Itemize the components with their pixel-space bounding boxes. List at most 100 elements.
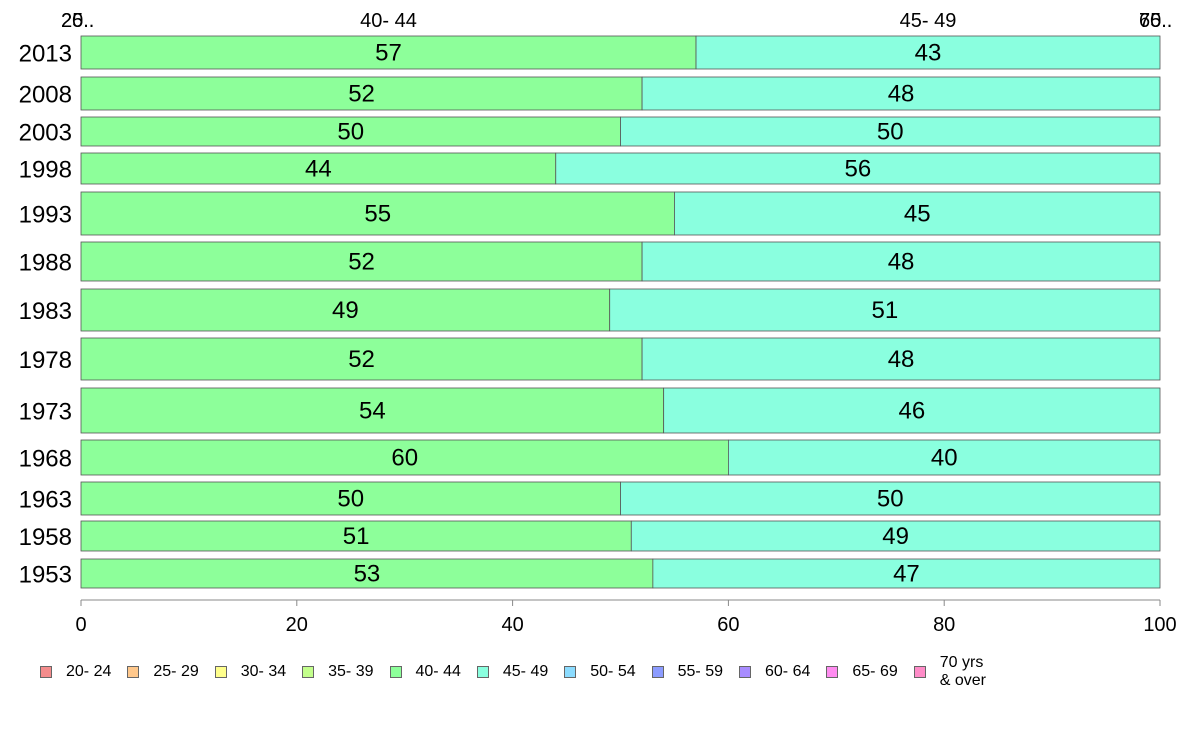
data-label: 48	[888, 346, 915, 373]
y-tick-label: 1998	[19, 157, 72, 184]
legend-item: 55- 59	[651, 663, 723, 681]
legend-swatch	[651, 666, 664, 678]
bar-segment-2013-1	[80, 35, 697, 70]
data-label: 50	[877, 486, 904, 513]
data-label: 51	[343, 523, 370, 550]
y-tick-label: 2013	[19, 41, 72, 68]
bar-segment-1983-1	[80, 288, 611, 332]
y-tick-label: 1968	[19, 446, 72, 473]
data-label: 49	[882, 523, 909, 550]
legend-label: 35- 39	[328, 663, 374, 680]
legend-item: 20- 24	[40, 663, 111, 681]
legend-swatch	[389, 666, 402, 678]
y-tick-label: 1973	[19, 399, 72, 426]
data-label: 60	[391, 445, 418, 472]
legend-item: 65- 69	[826, 663, 898, 681]
legend-label: 65- 69	[852, 663, 898, 680]
bar-segment-1988-2	[641, 241, 1161, 282]
data-label: 52	[348, 249, 375, 276]
bar-segment-1958-1	[80, 520, 632, 552]
top-edge-label-left: 20..	[61, 10, 94, 32]
bar-segment-1998-2	[555, 152, 1161, 185]
legend-swatch	[826, 666, 839, 678]
x-tick-label: 80	[933, 614, 955, 636]
legend-swatch	[739, 666, 751, 678]
data-label: 52	[348, 81, 375, 108]
y-tick-label: 1988	[19, 250, 72, 277]
legend-label: 55- 59	[677, 663, 723, 680]
x-tick-label: 60	[717, 614, 739, 636]
bar-segment-1978-2	[641, 337, 1161, 381]
bar-segment-2008-2	[641, 76, 1161, 111]
bar-segment-1973-2	[663, 387, 1161, 434]
bar-segment-1978-1	[80, 337, 643, 381]
data-label: 52	[348, 346, 375, 373]
data-label: 43	[915, 40, 942, 67]
chart-legend: 20- 24 25- 29 30- 34 35- 39 40- 44 45- 49 50- …	[40, 652, 1002, 692]
y-tick-label: 1978	[19, 347, 72, 374]
data-label: 53	[354, 561, 381, 588]
legend-swatch	[302, 666, 315, 678]
top-edge-label-right: 65..	[1139, 10, 1172, 32]
y-tick-label: 1963	[19, 487, 72, 514]
data-label: 51	[872, 297, 899, 324]
data-label: 50	[877, 119, 904, 146]
x-tick-label: 100	[1143, 614, 1176, 636]
bar-segment-1968-1	[80, 439, 729, 476]
bar-segment-2003-1	[80, 116, 621, 147]
legend-item: 45- 49	[476, 663, 549, 681]
bar-segment-2003-2	[620, 116, 1161, 147]
legend-label: 30- 34	[240, 663, 287, 680]
legend-swatch	[127, 666, 140, 678]
bar-segment-1983-2	[609, 288, 1161, 332]
bar-segment-1993-1	[80, 191, 675, 236]
y-tick-label: 1983	[19, 298, 72, 325]
bar-segment-1998-1	[80, 152, 557, 185]
data-label: 47	[893, 561, 920, 588]
y-tick-label: 1993	[19, 202, 72, 229]
legend-item: 40- 44	[389, 663, 461, 681]
data-label: 49	[332, 297, 359, 324]
top-band-label: 45- 49	[900, 10, 957, 32]
bar-segment-2013-2	[695, 35, 1161, 70]
legend-item: 35- 39	[302, 663, 374, 681]
bar-segment-1963-2	[620, 481, 1161, 516]
legend-item: 30- 34	[214, 663, 287, 681]
legend-label: 40- 44	[415, 663, 461, 680]
data-label: 55	[364, 201, 391, 228]
y-tick-label: 1953	[19, 562, 72, 589]
bar-segment-1963-1	[80, 481, 621, 516]
top-edge-label-left: 25..	[61, 10, 94, 32]
data-label: 44	[305, 156, 332, 183]
data-label: 54	[359, 398, 386, 425]
data-label: 56	[845, 156, 872, 183]
legend-label: 45- 49	[502, 663, 549, 680]
top-edge-label-right: 70..	[1139, 10, 1172, 32]
y-tick-label: 2003	[19, 120, 72, 147]
data-label: 57	[375, 40, 402, 67]
x-tick-label: 20	[286, 614, 308, 636]
data-label: 50	[337, 119, 364, 146]
legend-item: 25- 29	[127, 663, 199, 681]
bar-segment-1953-1	[80, 558, 654, 589]
legend-item: 70 yrs & over	[913, 654, 986, 690]
legend-swatch	[476, 666, 489, 678]
bar-segment-1953-2	[652, 558, 1161, 589]
bar-segment-2008-1	[80, 76, 643, 111]
bar-segment-1968-2	[728, 439, 1161, 476]
y-tick-label: 1958	[19, 524, 72, 551]
top-band-label: 40- 44	[360, 10, 417, 32]
legend-swatch	[913, 666, 926, 678]
data-label: 45	[904, 201, 931, 228]
data-label: 48	[888, 249, 915, 276]
legend-item: 60- 64	[739, 663, 810, 681]
legend-swatch	[40, 666, 52, 678]
legend-label: 50- 54	[590, 663, 636, 680]
data-label: 40	[931, 445, 958, 472]
y-tick-label: 2008	[19, 82, 72, 109]
data-label: 50	[337, 486, 364, 513]
legend-label: 60- 64	[765, 663, 811, 680]
x-tick-label: 40	[501, 614, 523, 636]
legend-label: 70 yrs & over	[939, 654, 986, 689]
